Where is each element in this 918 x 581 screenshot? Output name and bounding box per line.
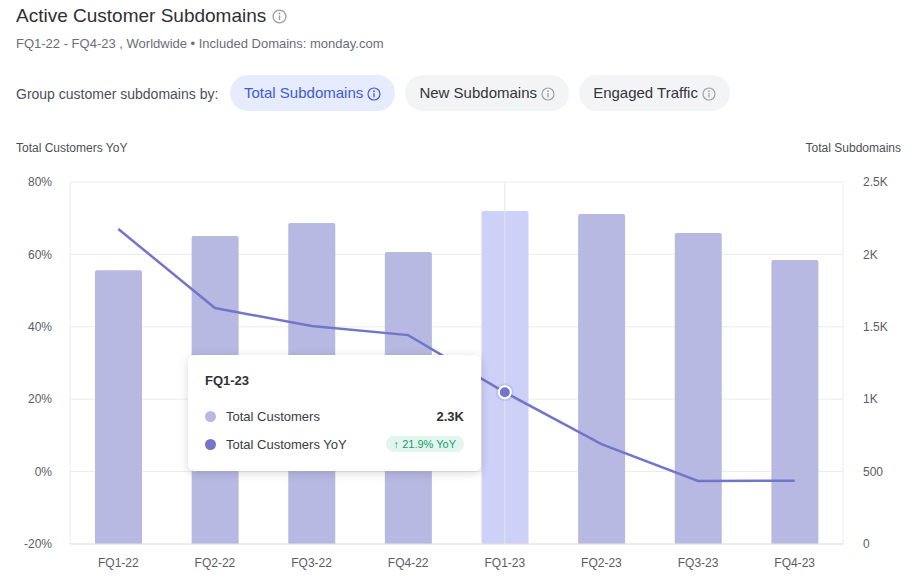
html-text:Total Customers YoY: Total Customers YoY (226, 436, 347, 452)
svg-text:FQ2-22: FQ2-22 (195, 556, 236, 570)
svg-text:FQ1-22: FQ1-22 (98, 556, 139, 570)
html-text:Active Customer Subdomains: Active Customer Subdomains (16, 5, 267, 26)
html-text:New Subdomains: New Subdomains (419, 84, 537, 101)
html-text:FQ1-23: FQ1-23 (205, 373, 250, 388)
html-text:Engaged Traffic: Engaged Traffic (593, 84, 698, 101)
html-text:Total Subdomains: Total Subdomains (805, 141, 901, 155)
svg-text:80%: 80% (28, 175, 52, 189)
svg-text:60%: 60% (28, 248, 52, 262)
svg-text:FQ4-23: FQ4-23 (774, 556, 815, 570)
html-text:FQ1-22 - FQ4-23 , Worldwide •: FQ1-22 - FQ4-23 , Worldwide • Included D… (16, 36, 384, 51)
html-text:↑ 21.9% YoY: ↑ 21.9% YoY (393, 438, 456, 450)
svg-text:-20%: -20% (24, 537, 52, 551)
svg-text:FQ3-22: FQ3-22 (291, 556, 332, 570)
svg-text:0%: 0% (35, 465, 53, 479)
svg-text:2K: 2K (863, 248, 878, 262)
svg-text:FQ2-23: FQ2-23 (581, 556, 622, 570)
svg-text:40%: 40% (28, 320, 52, 334)
svg-text:500: 500 (863, 465, 883, 479)
svg-text:20%: 20% (28, 392, 52, 406)
svg-text:1.5K: 1.5K (863, 320, 888, 334)
svg-text:FQ1-23: FQ1-23 (484, 556, 525, 570)
html-text:Total Customers YoY: Total Customers YoY (16, 141, 128, 155)
svg-text:FQ3-23: FQ3-23 (678, 556, 719, 570)
svg-text:0: 0 (863, 537, 870, 551)
svg-text:2.5K: 2.5K (863, 175, 888, 189)
svg-text:FQ4-22: FQ4-22 (388, 556, 429, 570)
html-text:Group customer subdomains by:: Group customer subdomains by: (16, 86, 219, 102)
html-text:Total Subdomains: Total Subdomains (244, 84, 364, 101)
html-text:2.3K: 2.3K (436, 408, 464, 424)
html-text:Total Customers: Total Customers (226, 408, 320, 424)
svg-text:1K: 1K (863, 392, 878, 406)
